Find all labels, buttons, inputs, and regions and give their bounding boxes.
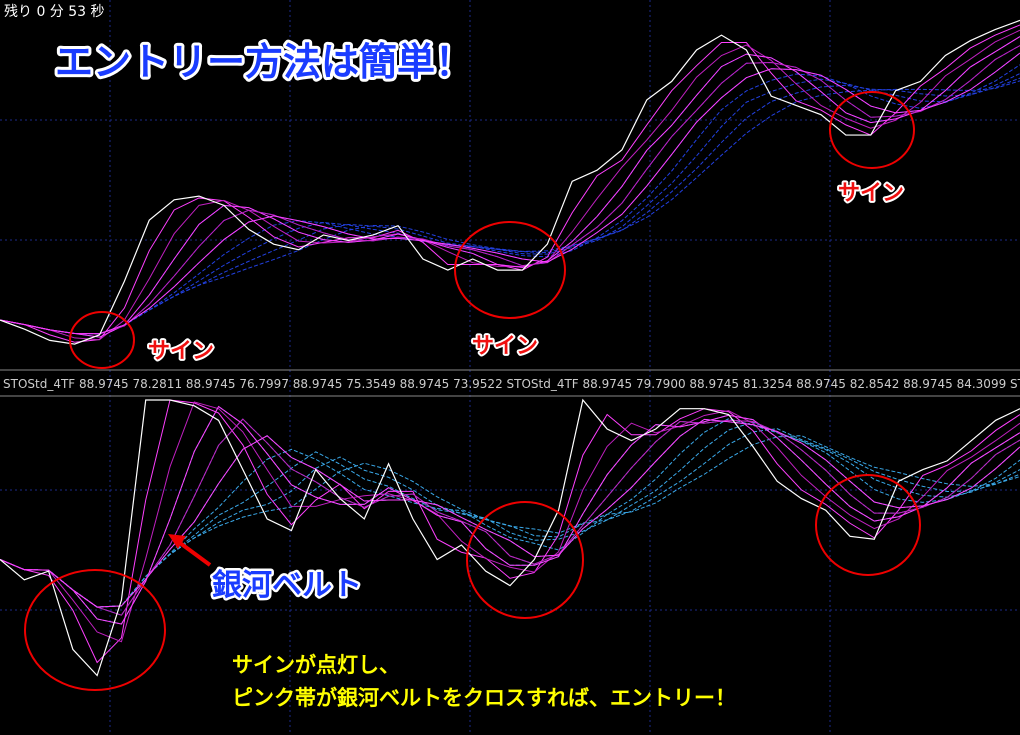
- belt-line: [0, 73, 1020, 335]
- pink-band-line: [0, 405, 1020, 625]
- note: ピンク帯が銀河ベルトをクロスすれば、エントリー！: [232, 686, 736, 710]
- pink-band-line: [0, 24, 1020, 343]
- arrow-head: [168, 534, 186, 549]
- pink-band-line: [0, 418, 1020, 616]
- note: サインが点灯し、: [232, 653, 400, 677]
- timer: 残り 0 分 53 秒: [4, 4, 105, 20]
- indicator-label: STOStd_4TF 88.9745 78.2811 88.9745 76.79…: [3, 377, 1020, 391]
- sign-label: サイン: [472, 334, 538, 359]
- sign-label: サイン: [148, 339, 214, 364]
- belt-line: [0, 80, 1020, 335]
- belt-label: 銀河ベルト: [212, 568, 362, 603]
- title: エントリー方法は簡単！: [55, 40, 473, 84]
- circles: [24, 91, 921, 691]
- belt-line: [0, 418, 1020, 608]
- pink-band-line: [0, 401, 1020, 643]
- belt-line: [0, 435, 1020, 608]
- pink-band-line: [0, 52, 1020, 335]
- pink-band-line: [0, 418, 1020, 608]
- data-line: [0, 19, 1020, 345]
- pink-band-line: [0, 45, 1020, 335]
- sign-label: サイン: [838, 181, 904, 206]
- data-line: [0, 398, 1020, 677]
- pink-band-line: [0, 36, 1020, 338]
- arrow: [174, 538, 212, 567]
